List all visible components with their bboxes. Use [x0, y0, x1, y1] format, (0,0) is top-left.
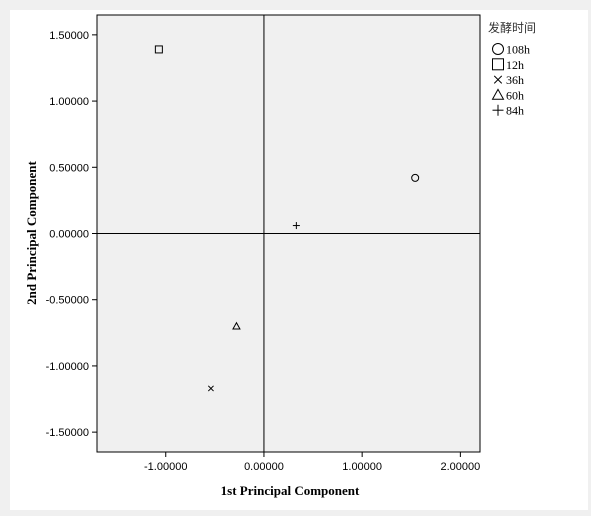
- legend-marker-108h: [492, 43, 504, 55]
- legend-marker-12h: [492, 58, 504, 71]
- y-tick-label: -1.00000: [46, 361, 89, 373]
- x-axis-title: 1st Principal Component: [221, 483, 360, 498]
- data-point-84h: [292, 222, 300, 230]
- data-point-108h: [411, 173, 420, 182]
- x-tick-label: 1.00000: [342, 461, 382, 473]
- y-tick-label: -1.50000: [46, 427, 89, 439]
- data-point-36h: [207, 385, 214, 392]
- y-axis-title: 2nd Principal Component: [24, 160, 39, 304]
- legend-marker-60h: [491, 88, 505, 100]
- legend-label: 12h: [506, 58, 524, 72]
- x-axis-ticks: -1.00000 0.00000 1.00000 2.00000: [144, 452, 480, 473]
- y-tick-label: 0.50000: [49, 162, 89, 174]
- data-points: [154, 45, 420, 392]
- y-tick-label: 0.00000: [49, 229, 89, 241]
- legend-marker-36h: [493, 75, 503, 84]
- y-tick-label: 1.50000: [49, 30, 89, 42]
- data-point-12h: [154, 45, 163, 54]
- x-tick-label: -1.00000: [144, 461, 187, 473]
- y-tick-label: 1.00000: [49, 96, 89, 108]
- x-tick-label: 2.00000: [440, 461, 480, 473]
- legend-label: 108h: [506, 43, 530, 57]
- legend-label: 36h: [506, 73, 524, 87]
- y-axis-ticks: 1.50000 1.00000 0.50000 0.00000 -0.50000 -1.0…: [46, 30, 97, 439]
- legend-label: 84h: [506, 104, 524, 118]
- scatter-chart: -1.00000 0.00000 1.00000 2.00000 1.50000 1.0…: [24, 14, 536, 498]
- legend-marker-84h: [492, 104, 504, 116]
- chart-frame: -1.00000 0.00000 1.00000 2.00000 1.50000 1.0…: [10, 10, 588, 510]
- legend-title: 发酵时间: [488, 20, 536, 35]
- y-tick-label: -0.50000: [46, 295, 89, 307]
- x-tick-label: 0.00000: [244, 461, 284, 473]
- data-point-60h: [232, 321, 241, 330]
- legend-label: 60h: [506, 88, 524, 102]
